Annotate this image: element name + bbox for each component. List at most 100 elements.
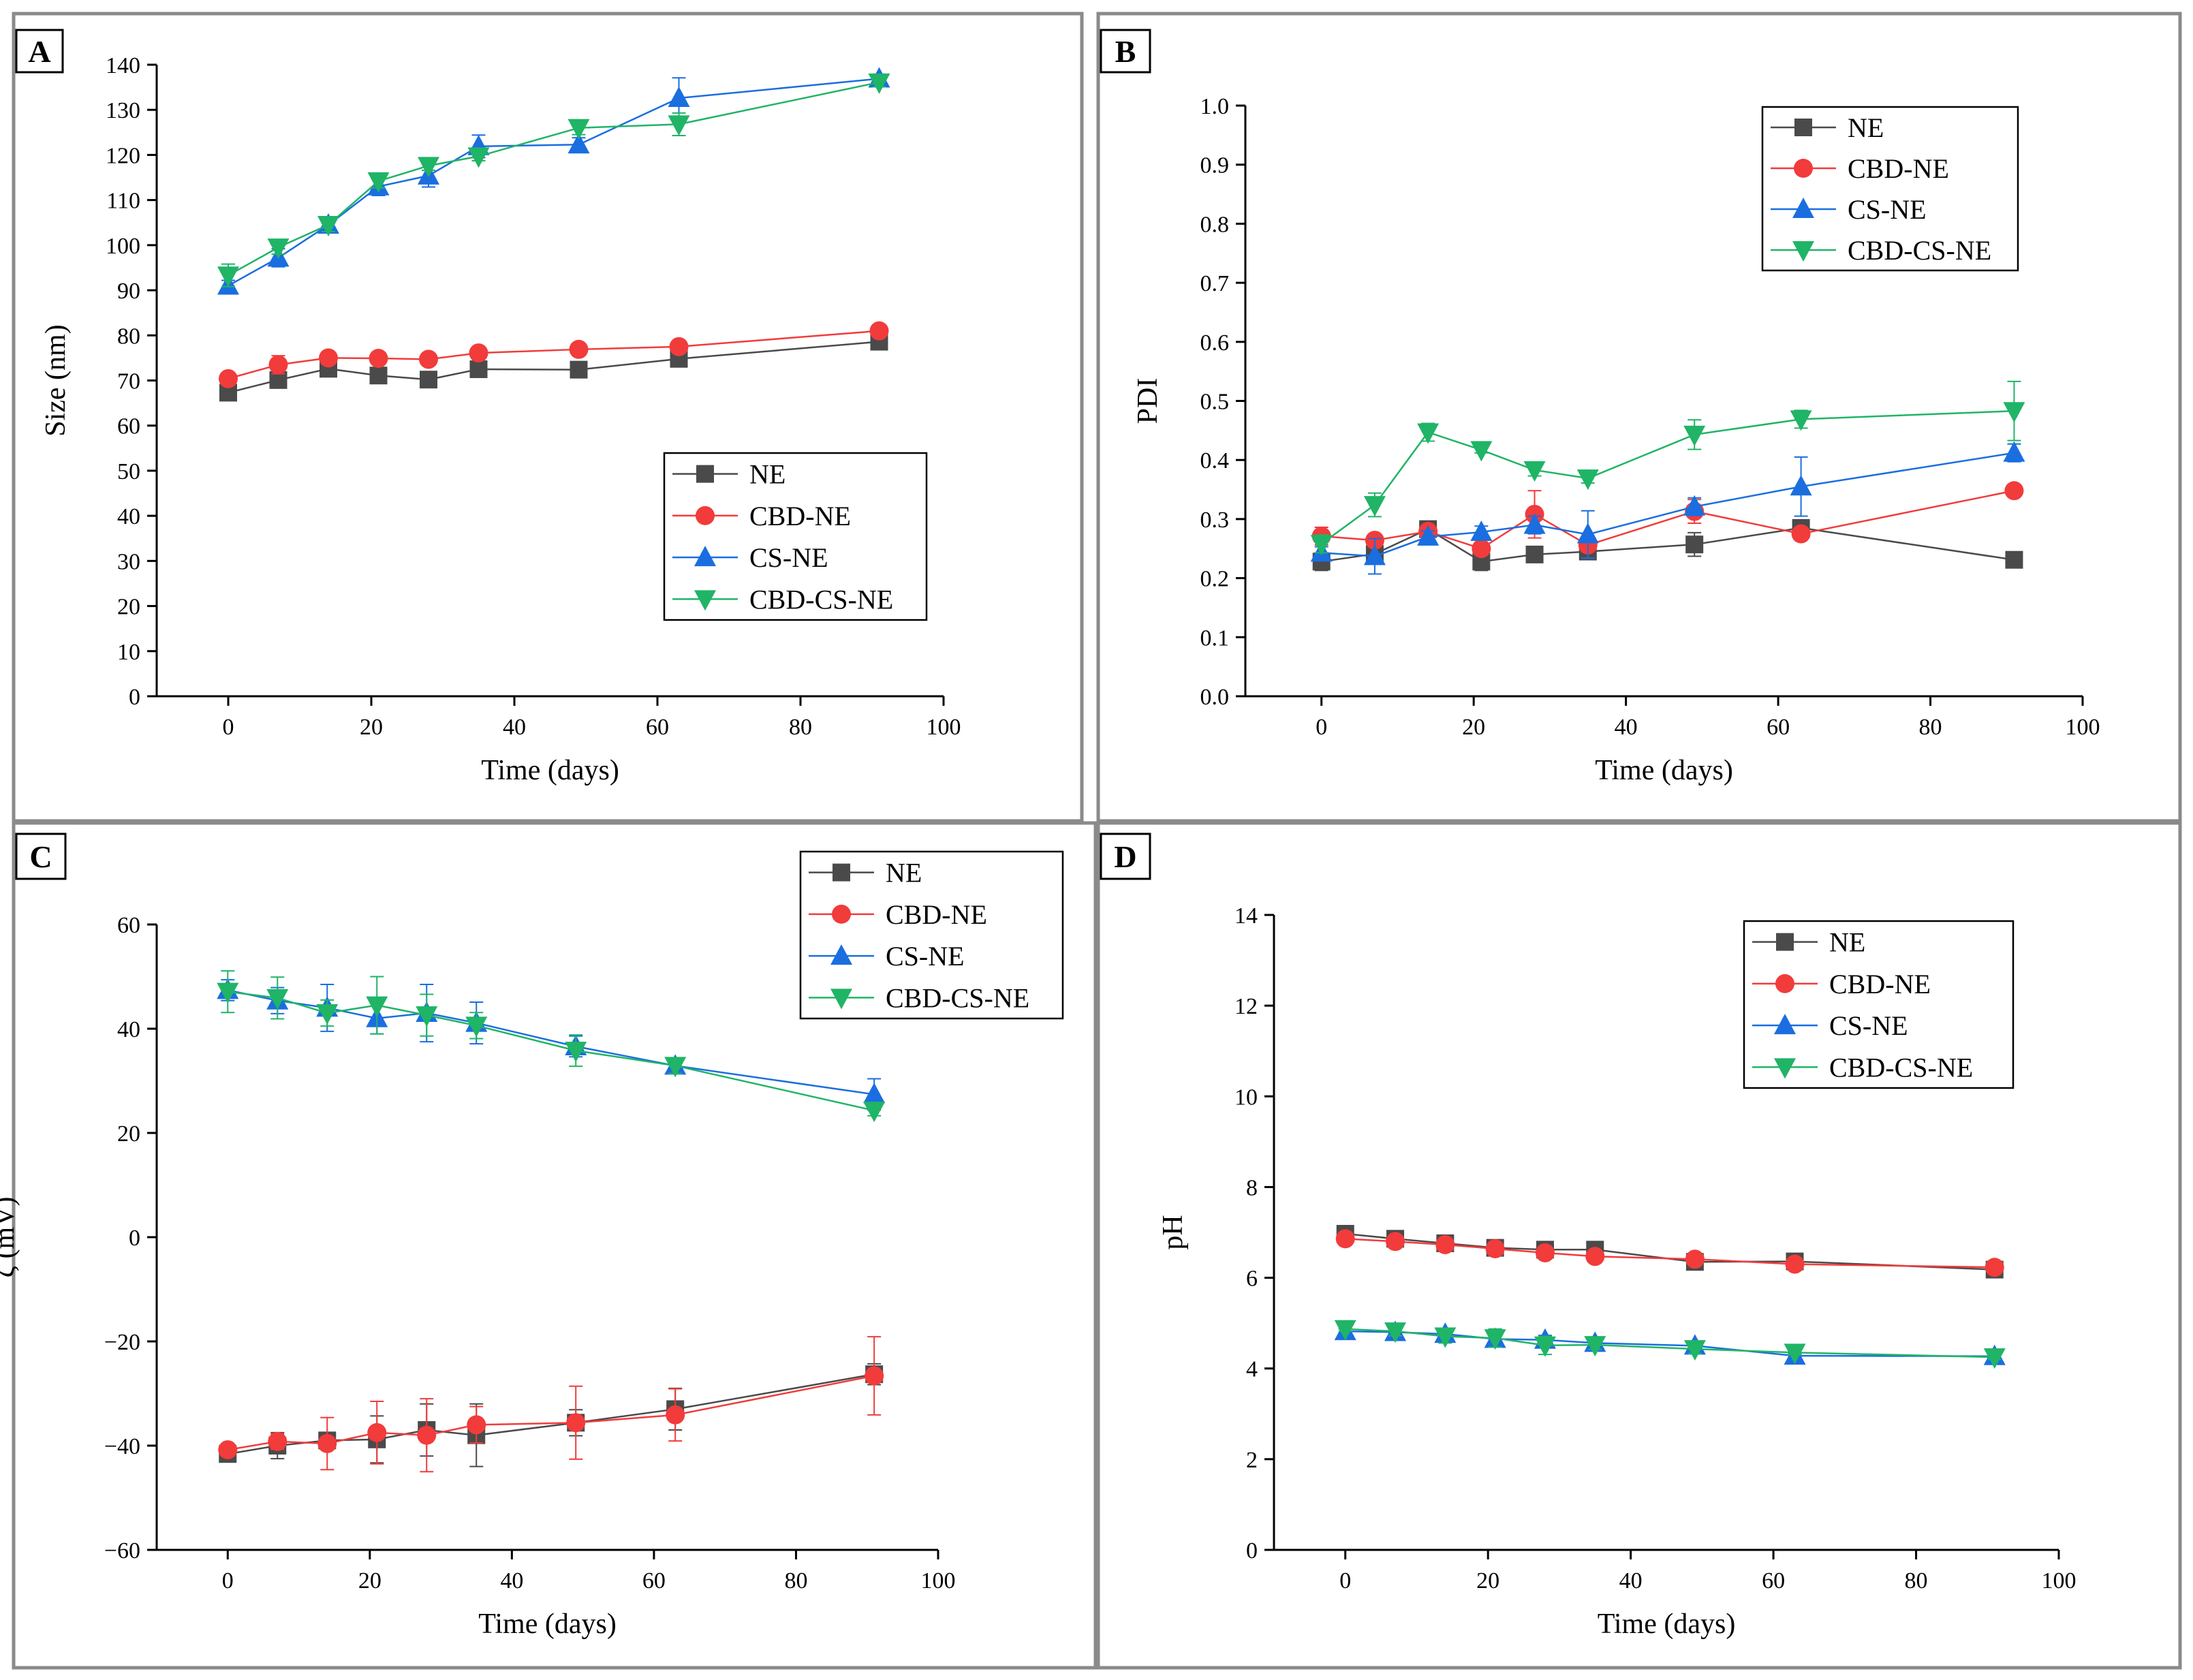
y-tick-label: 20 (117, 595, 140, 620)
y-tick-label: 130 (106, 98, 140, 123)
data-point (1791, 524, 1811, 544)
panel-label-box (1100, 833, 1151, 880)
legend-marker (832, 904, 851, 924)
y-tick-label: 0.7 (1200, 271, 1230, 296)
y-tick-label: 0.8 (1200, 212, 1230, 237)
series-ne (1336, 1224, 2004, 1279)
data-point (566, 1413, 586, 1433)
data-point (1584, 1336, 1606, 1357)
legend-item-cbd-ne: CBD-NE (1771, 153, 1949, 184)
data-point (467, 147, 490, 168)
data-point (317, 1433, 337, 1453)
legend-marker (833, 863, 850, 882)
legend-marker (694, 546, 716, 567)
y-axis-label: pH (1157, 1215, 1189, 1249)
legend-item-ne: NE (1752, 927, 1865, 958)
series-line (228, 78, 880, 287)
series-cbd-cs-ne (1334, 1320, 2006, 1369)
legend-item-cbd-ne: CBD-NE (1752, 969, 1931, 999)
data-point (1525, 545, 1544, 563)
data-point (1585, 1247, 1605, 1266)
y-tick-label: 90 (117, 279, 140, 304)
data-point (2004, 481, 2024, 501)
data-point (219, 369, 238, 388)
legend-marker (694, 590, 716, 611)
y-tick-label: 20 (117, 1121, 140, 1147)
y-tick-label: 0.6 (1200, 330, 1230, 356)
legend-marker (830, 944, 852, 965)
data-point (1470, 441, 1493, 462)
data-point (419, 349, 438, 369)
legend-item-ne: NE (809, 858, 922, 888)
data-point (668, 115, 690, 136)
x-tick-label: 0 (223, 715, 234, 740)
x-axis-label: Time (days) (1595, 755, 1733, 786)
y-tick-label: 110 (106, 189, 140, 214)
series-cbd-cs-ne (217, 73, 890, 287)
y-tick-label: 12 (1234, 994, 1258, 1019)
data-point (1683, 425, 1706, 446)
data-point (1310, 535, 1333, 556)
series-cbd-ne (1335, 1229, 2004, 1277)
legend-item-cs-ne: CS-NE (809, 941, 965, 971)
x-tick-label: 100 (2066, 715, 2100, 740)
data-point (319, 348, 338, 368)
data-point (1435, 1234, 1455, 1254)
y-tick-label: 0 (129, 1226, 140, 1251)
legend-item-cbd-cs-ne: CBD-CS-NE (809, 982, 1029, 1013)
series-ne (219, 1363, 884, 1467)
y-tick-label: 0.3 (1200, 508, 1230, 533)
legend-label: CS-NE (749, 542, 828, 573)
data-point (1985, 1258, 2004, 1277)
data-point (1363, 496, 1386, 517)
data-point (266, 989, 289, 1010)
legend-item-cs-ne: CS-NE (672, 542, 828, 573)
data-point (2005, 550, 2023, 569)
panel-label: D (1114, 839, 1136, 874)
y-tick-label: 10 (117, 640, 140, 665)
x-tick-label: 20 (358, 1568, 382, 1593)
x-axis-label: Time (days) (478, 1608, 617, 1640)
legend-item-cs-ne: CS-NE (1771, 194, 1927, 225)
x-tick-label: 40 (1615, 715, 1638, 740)
data-point (1484, 1329, 1506, 1350)
data-point (863, 1102, 886, 1123)
data-point (369, 349, 388, 369)
panel-d: D 0 20 40 60 80 100 0 2 4 6 8 10 12 14 Time (days) pH NE C… (1096, 821, 2182, 1670)
panel-frame (12, 821, 1098, 1670)
x-tick-label: 0 (1316, 715, 1327, 740)
y-tick-label: 0.2 (1200, 567, 1230, 592)
x-tick-label: 80 (789, 715, 812, 740)
legend-item-cbd-ne: CBD-NE (672, 501, 851, 531)
panel-b: B 0 20 40 60 80 100 0.0 0.1 0.2 0.3 0.4 0.5 0.6 0.7 0.8… (1096, 12, 2182, 823)
x-tick-label: 80 (1905, 1568, 1928, 1593)
panel-label: B (1115, 34, 1136, 69)
data-point (1685, 535, 1704, 554)
x-tick-label: 0 (1339, 1568, 1351, 1593)
legend-marker (1792, 198, 1814, 218)
data-point (1685, 1249, 1705, 1269)
data-point (1386, 1232, 1405, 1251)
data-point (1683, 495, 1706, 516)
series-cbd-ne (218, 1336, 884, 1473)
data-point (666, 1405, 685, 1425)
data-point (369, 367, 388, 385)
data-point (868, 73, 890, 94)
legend-marker (696, 465, 714, 483)
data-point (367, 172, 390, 193)
data-point (865, 1366, 884, 1386)
y-tick-label: 0.9 (1200, 153, 1230, 178)
panel-label: A (28, 34, 50, 69)
data-point (1417, 423, 1440, 444)
data-point (1485, 1239, 1505, 1258)
legend-label: CS-NE (1848, 194, 1927, 225)
panel-frame (12, 12, 1084, 823)
y-tick-label: −60 (104, 1538, 140, 1564)
y-tick-label: 50 (117, 459, 140, 484)
data-point (1576, 523, 1599, 544)
y-tick-label: 14 (1234, 903, 1258, 929)
data-point (669, 337, 689, 356)
legend-item-cbd-cs-ne: CBD-CS-NE (1752, 1052, 1973, 1083)
y-axis-label: PDI (1132, 378, 1164, 424)
data-point (469, 360, 488, 378)
